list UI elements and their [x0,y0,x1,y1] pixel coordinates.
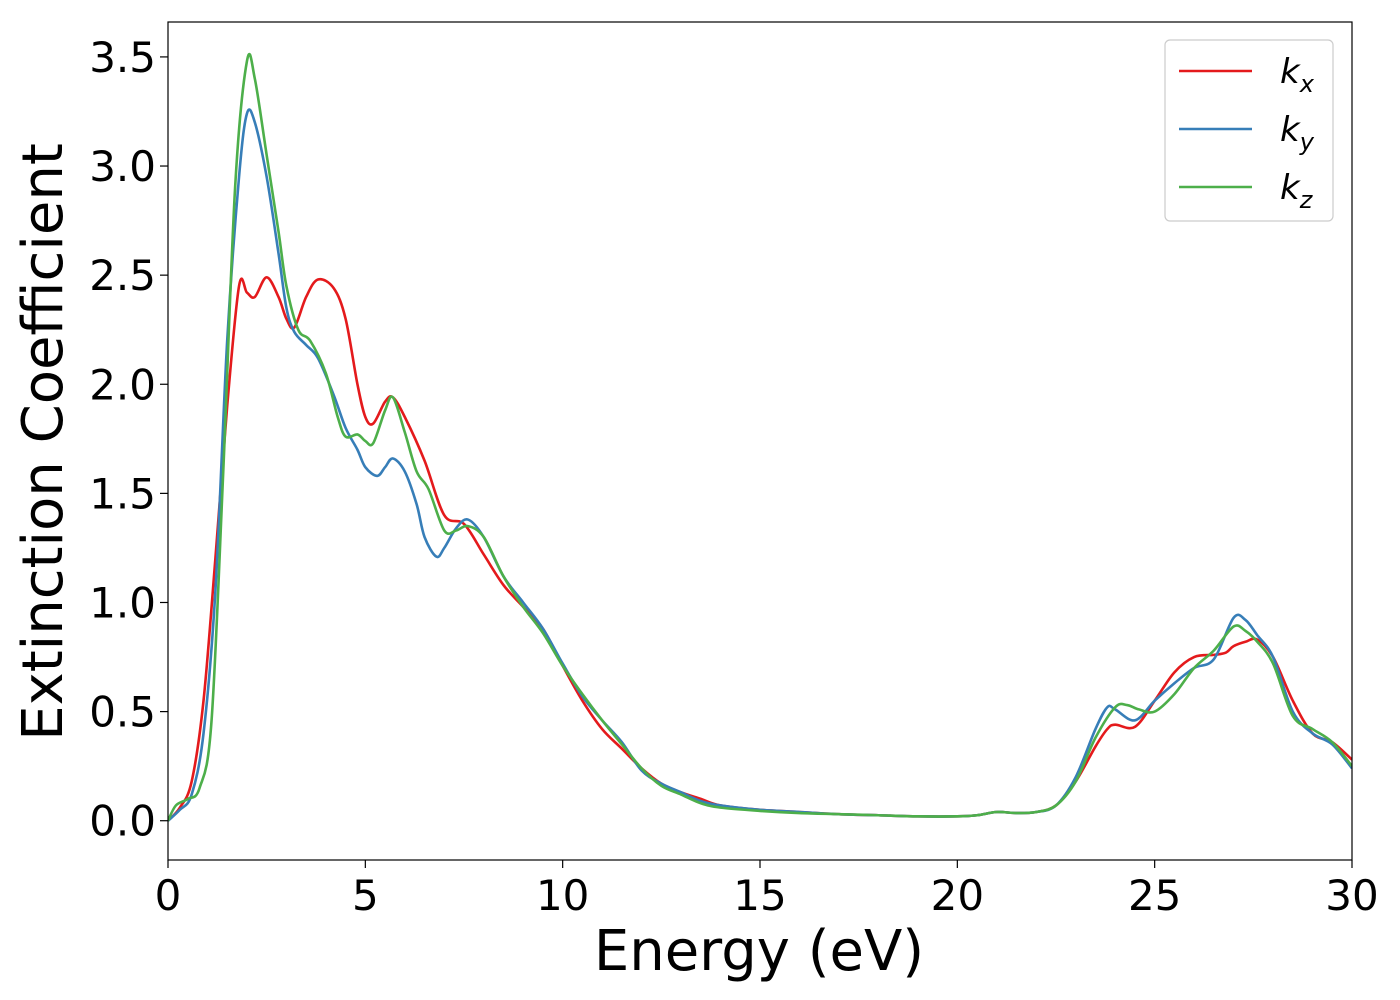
x-tick-label: 10 [536,871,589,920]
x-tick-label: 0 [155,871,182,920]
series-line-kx [168,276,1352,822]
legend-label-subscript: x [1299,70,1315,98]
y-tick-label: 1.5 [89,469,156,518]
plot-area [167,21,1353,861]
y-axis-title: Extinction Coefficient [11,143,76,741]
x-tick-label: 5 [352,871,379,920]
y-tick-label: 2.5 [89,251,156,300]
y-tick-label: 2.0 [89,360,156,409]
y-tick-label: 3.5 [89,33,156,82]
x-tick-label: 15 [733,871,786,920]
x-tick-label: 25 [1128,871,1181,920]
y-tick-label: 3.0 [89,142,156,191]
y-tick-label: 0.0 [89,797,156,846]
x-tick-label: 20 [931,871,984,920]
x-axis-title: Energy (eV) [594,919,924,984]
series-line-kz [168,52,1352,822]
x-axis-ticks: 0 5 10 15 20 25 30 [155,860,1379,920]
legend-label-subscript: y [1299,128,1315,156]
legend-box [1164,39,1334,222]
y-axis-ticks: 0.0 0.5 1.0 1.5 2.0 2.5 3.0 3.5 [89,33,168,846]
y-tick-label: 0.5 [89,688,156,737]
x-tick-label: 30 [1325,871,1378,920]
y-tick-label: 1.0 [89,578,156,627]
legend-label-subscript: z [1299,186,1314,214]
series-lines [168,52,1352,822]
